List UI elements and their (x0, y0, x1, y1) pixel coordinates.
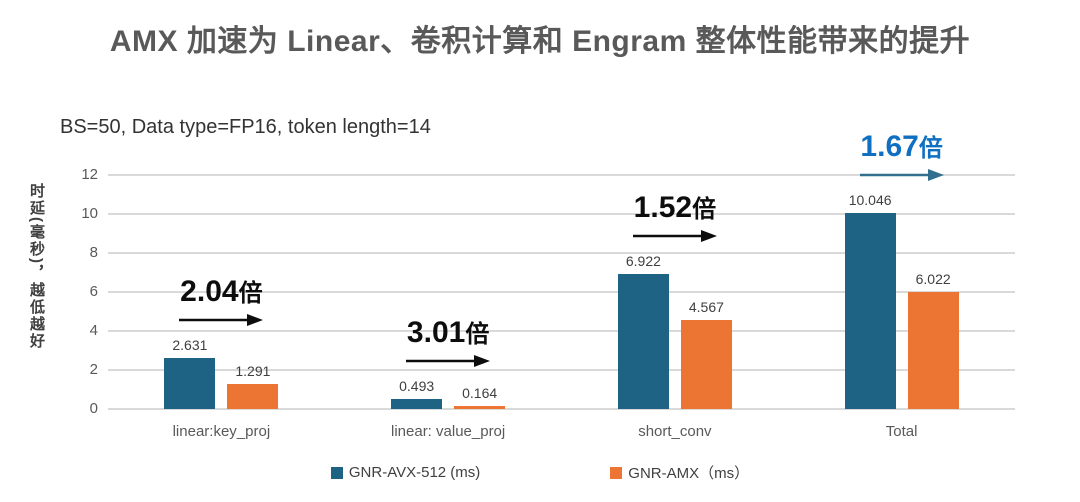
bar-value-label: 6.022 (915, 270, 951, 287)
bar: 6.022 (907, 271, 959, 409)
legend: GNR-AVX-512 (ms) GNR-AMX（ms） (0, 462, 1080, 483)
bars-row: 0.493 0.164 (391, 378, 506, 409)
bar: 4.567 (680, 299, 732, 409)
speedup-arrow-icon (859, 169, 944, 182)
bar-group: 6.922 4.567 1.52倍 short_conv (562, 175, 789, 440)
gridline (108, 213, 1015, 215)
bar: 0.493 (391, 378, 443, 409)
plot-area: 2.631 1.291 2.04倍 linear:key_proj 0.493 0.164… (108, 130, 1015, 440)
speedup-annotation: 2.04倍 (179, 274, 264, 327)
speedup-arrow-icon (406, 355, 491, 368)
bar-value-label: 1.291 (235, 362, 271, 379)
legend-swatch-icon (610, 466, 623, 479)
category-label: short_conv (638, 423, 712, 440)
bar-group: 0.493 0.164 3.01倍 linear: value_proj (335, 175, 562, 440)
speedup-annotation: 3.01倍 (406, 316, 491, 368)
bar-group: 10.046 6.022 1.67倍 Total (788, 130, 1015, 440)
y-axis-label: 时延(毫秒)，越低越好 (28, 183, 45, 350)
speedup-label: 2.04倍 (180, 274, 263, 308)
bar: 10.046 (844, 192, 896, 409)
bar-value-label: 6.922 (625, 253, 661, 270)
gridline (108, 291, 1015, 293)
gridline (108, 252, 1015, 254)
legend-item: GNR-AVX-512 (ms) (330, 462, 481, 483)
bar-value-label: 2.631 (172, 336, 208, 353)
speedup-label: 1.67倍 (860, 130, 943, 164)
legend-label: GNR-AMX（ms） (628, 465, 750, 482)
speedup-label: 3.01倍 (406, 316, 490, 350)
bar: 6.922 (617, 253, 669, 409)
speedup-arrow-icon (632, 230, 717, 243)
speedup-annotation: 1.67倍 (859, 130, 944, 182)
y-tick-label: 12 (81, 166, 98, 183)
legend-item: GNR-AMX（ms） (610, 462, 749, 483)
bars-row: 10.046 6.022 (844, 192, 959, 409)
bars-row: 6.922 4.567 (617, 253, 732, 409)
y-tick-label: 6 (89, 283, 98, 300)
bar-value-label: 4.567 (688, 298, 724, 315)
category-label: linear:key_proj (172, 423, 271, 440)
bar-value-label: 10.046 (848, 192, 892, 209)
y-tick-label: 4 (89, 322, 98, 339)
y-tick-label: 0 (89, 400, 98, 417)
bar-value-label: 0.493 (399, 378, 435, 395)
bar: 0.164 (454, 385, 506, 409)
speedup-label: 1.52倍 (633, 191, 717, 225)
category-label: Total (885, 423, 918, 440)
y-tick-label: 8 (89, 244, 98, 261)
bar: 2.631 (164, 337, 216, 409)
bar-group: 2.631 1.291 2.04倍 linear:key_proj (108, 175, 335, 440)
gridline (108, 369, 1015, 371)
speedup-arrow-icon (179, 313, 264, 326)
speedup-annotation: 1.52倍 (632, 191, 717, 243)
category-label: linear: value_proj (391, 423, 506, 440)
legend-swatch-icon (330, 466, 343, 479)
y-tick-label: 10 (81, 205, 98, 222)
gridline (108, 408, 1015, 410)
bar: 1.291 (227, 363, 279, 409)
gridline (108, 174, 1015, 176)
chart-title: AMX 加速为 Linear、卷积计算和 Engram 整体性能带来的提升 (109, 25, 971, 58)
y-tick-label: 2 (89, 361, 98, 378)
chart-subtitle: BS=50, Data type=FP16, token length=14 (60, 116, 431, 138)
gridline (108, 330, 1015, 332)
legend-label: GNR-AVX-512 (ms) (348, 464, 481, 481)
bars-row: 2.631 1.291 (164, 337, 279, 409)
bar-value-label: 0.164 (462, 384, 498, 401)
